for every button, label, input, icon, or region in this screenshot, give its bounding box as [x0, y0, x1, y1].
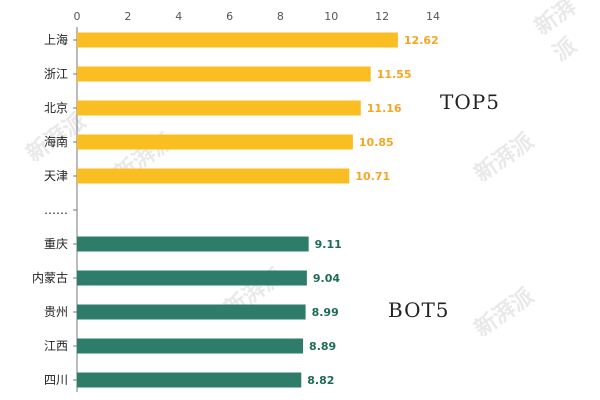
category-label: 江西 [44, 339, 68, 353]
category-label: 内蒙古 [32, 270, 68, 285]
bar [77, 134, 353, 150]
data-label: 12.62 [404, 34, 439, 47]
data-label: 9.04 [313, 272, 340, 285]
category-label: 北京 [44, 101, 68, 115]
bar [77, 270, 307, 286]
x-tick-label: 8 [277, 10, 284, 23]
group-label-top5: TOP5 [440, 90, 500, 114]
data-label: 9.11 [315, 238, 342, 251]
category-label: 贵州 [44, 305, 68, 319]
bar [77, 168, 350, 184]
x-tick-label: 0 [74, 10, 81, 23]
data-label: 8.99 [312, 306, 339, 319]
category-label: …… [44, 203, 68, 217]
x-tick-label: 14 [426, 10, 440, 23]
x-tick-label: 12 [375, 10, 389, 23]
data-label: 10.85 [359, 136, 394, 149]
bar [77, 32, 398, 48]
data-label: 10.71 [355, 170, 390, 183]
bar [77, 372, 302, 388]
x-tick-label: 6 [226, 10, 233, 23]
category-label: 重庆 [44, 237, 68, 251]
category-label: 四川 [44, 373, 68, 387]
category-label: 海南 [44, 134, 68, 149]
data-label: 8.89 [309, 340, 336, 353]
data-label: 11.16 [367, 102, 402, 115]
bar [77, 66, 371, 82]
bar [77, 338, 304, 354]
data-label: 8.82 [307, 374, 334, 387]
x-tick-label: 10 [324, 10, 338, 23]
x-tick-label: 4 [175, 10, 182, 23]
bar [77, 304, 306, 320]
group-label-bot5: BOT5 [388, 298, 450, 322]
x-tick-label: 2 [124, 10, 131, 23]
category-label: 天津 [44, 169, 68, 183]
category-label: 浙江 [44, 67, 68, 81]
data-label: 11.55 [377, 68, 412, 81]
category-label: 上海 [44, 32, 68, 47]
bar [77, 100, 361, 116]
bar [77, 236, 309, 252]
